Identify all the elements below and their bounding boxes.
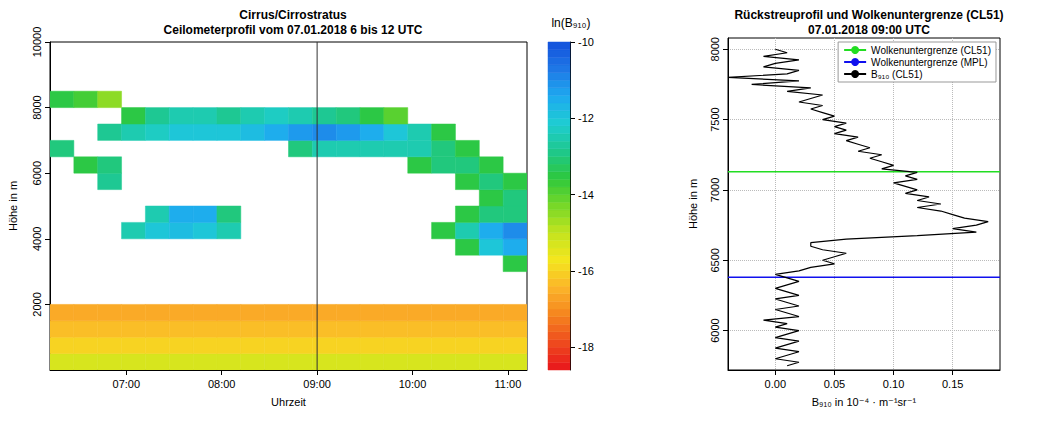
svg-text:0.05: 0.05 xyxy=(824,378,845,390)
svg-text:07:00: 07:00 xyxy=(113,378,141,390)
svg-text:07.01.2018 09:00 UTC: 07.01.2018 09:00 UTC xyxy=(808,23,930,37)
svg-text:10000: 10000 xyxy=(31,27,43,58)
svg-text:8000: 8000 xyxy=(31,95,43,119)
svg-text:-18: -18 xyxy=(578,341,594,353)
svg-text:-10: -10 xyxy=(578,36,594,48)
svg-text:0.15: 0.15 xyxy=(942,378,963,390)
svg-text:6000: 6000 xyxy=(31,161,43,185)
svg-text:-12: -12 xyxy=(578,112,594,124)
svg-text:Cirrus/Cirrostratus: Cirrus/Cirrostratus xyxy=(239,8,347,22)
svg-text:Höhe in m: Höhe in m xyxy=(7,181,19,231)
svg-text:10:00: 10:00 xyxy=(399,378,427,390)
svg-text:Wolkenuntergrenze (MPL): Wolkenuntergrenze (MPL) xyxy=(871,57,988,68)
svg-text:2000: 2000 xyxy=(31,292,43,316)
svg-text:-14: -14 xyxy=(578,189,594,201)
svg-text:0.00: 0.00 xyxy=(765,378,786,390)
svg-text:Höhe in m: Höhe in m xyxy=(687,179,699,229)
svg-text:Ceilometerprofil vom 07.01.201: Ceilometerprofil vom 07.01.2018 6 bis 12… xyxy=(164,23,423,37)
svg-text:B₉₁₀ in 10⁻⁴ · m⁻¹sr⁻¹: B₉₁₀ in 10⁻⁴ · m⁻¹sr⁻¹ xyxy=(812,396,917,408)
svg-text:08:00: 08:00 xyxy=(208,378,236,390)
svg-text:7000: 7000 xyxy=(709,178,721,202)
svg-text:6500: 6500 xyxy=(709,248,721,272)
svg-text:11:00: 11:00 xyxy=(495,378,522,390)
svg-text:-16: -16 xyxy=(578,265,594,277)
svg-text:09:00: 09:00 xyxy=(303,378,331,390)
svg-text:8000: 8000 xyxy=(709,37,721,61)
svg-text:ln(B₉₁₀): ln(B₉₁₀) xyxy=(551,16,590,30)
svg-text:6000: 6000 xyxy=(709,318,721,342)
svg-text:B₉₁₀ (CL51): B₉₁₀ (CL51) xyxy=(871,69,923,80)
svg-text:Rückstreuprofil und Wolkenunte: Rückstreuprofil und Wolkenuntergrenze (C… xyxy=(734,8,1003,22)
svg-text:Uhrzeit: Uhrzeit xyxy=(271,396,306,408)
svg-text:7500: 7500 xyxy=(709,107,721,131)
svg-text:0.10: 0.10 xyxy=(883,378,904,390)
svg-text:Wolkenuntergrenze (CL51): Wolkenuntergrenze (CL51) xyxy=(871,45,991,56)
svg-text:4000: 4000 xyxy=(31,227,43,251)
